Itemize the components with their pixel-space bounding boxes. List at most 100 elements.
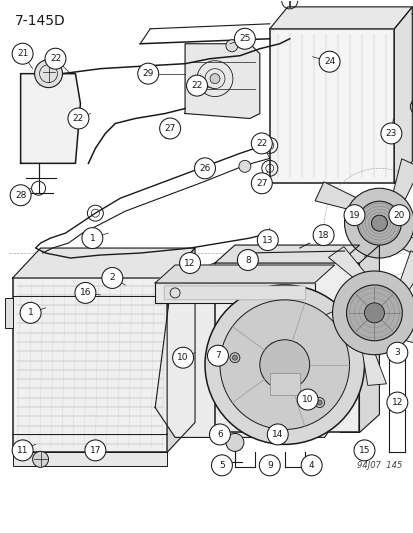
Polygon shape [269,7,411,29]
Circle shape [225,433,243,451]
Text: 28: 28 [15,191,26,200]
Text: 9: 9 [266,461,272,470]
Text: 29: 29 [142,69,154,78]
Text: 7: 7 [215,351,220,360]
Polygon shape [358,245,378,432]
Text: 1: 1 [28,309,33,317]
Text: 4: 4 [308,461,314,470]
Circle shape [344,188,413,258]
Text: 5: 5 [218,461,224,470]
Circle shape [259,455,280,476]
FancyBboxPatch shape [269,373,299,394]
Text: 13: 13 [261,236,273,245]
Polygon shape [337,236,368,287]
Circle shape [194,158,215,179]
Polygon shape [302,306,347,343]
Circle shape [363,303,384,323]
Circle shape [297,389,317,410]
Text: 14: 14 [271,430,283,439]
Circle shape [357,201,400,245]
Circle shape [20,302,41,324]
Circle shape [209,74,219,84]
Circle shape [237,249,258,270]
Text: 7-145D: 7-145D [14,14,65,28]
Circle shape [312,224,333,246]
Polygon shape [399,205,413,232]
Circle shape [300,455,321,476]
Text: 24: 24 [323,57,335,66]
Circle shape [251,173,272,193]
Text: 25: 25 [239,34,250,43]
Circle shape [85,440,106,461]
Text: 19: 19 [348,211,359,220]
Circle shape [332,271,413,354]
Circle shape [380,123,401,144]
Circle shape [232,355,237,360]
Text: 12: 12 [184,259,195,268]
Circle shape [159,118,180,139]
Circle shape [12,43,33,64]
Polygon shape [21,74,80,163]
Text: 10: 10 [177,353,188,362]
Text: 22: 22 [191,81,202,90]
FancyBboxPatch shape [164,286,305,300]
Circle shape [102,268,123,288]
FancyBboxPatch shape [155,283,314,303]
Polygon shape [359,338,386,385]
FancyBboxPatch shape [13,453,167,466]
Text: 3: 3 [394,348,399,357]
Circle shape [346,285,401,341]
Circle shape [234,28,255,49]
Circle shape [219,300,349,430]
Circle shape [251,133,272,154]
Polygon shape [185,44,259,118]
Text: 94J07  145: 94J07 145 [356,462,401,470]
Polygon shape [13,248,195,278]
Text: 20: 20 [393,211,404,220]
Polygon shape [389,159,413,210]
Text: 8: 8 [244,255,250,264]
Circle shape [209,424,230,445]
Circle shape [186,75,207,96]
Text: 22: 22 [73,114,84,123]
Text: 21: 21 [17,49,28,58]
Circle shape [353,440,374,461]
Circle shape [45,48,66,69]
Text: 26: 26 [199,164,210,173]
FancyBboxPatch shape [167,298,175,328]
Text: 17: 17 [89,446,101,455]
Text: 2: 2 [109,273,115,282]
FancyBboxPatch shape [269,29,394,183]
Circle shape [138,63,158,84]
Circle shape [229,353,239,362]
Circle shape [172,347,193,368]
Text: 18: 18 [317,231,329,240]
Polygon shape [314,182,366,213]
Circle shape [225,40,237,52]
Circle shape [68,108,89,129]
Circle shape [259,340,309,390]
Text: MOPAR: MOPAR [275,357,294,362]
Polygon shape [214,245,358,263]
Circle shape [207,345,228,366]
Circle shape [314,398,324,408]
Text: 16: 16 [79,288,91,297]
Circle shape [75,282,96,303]
Polygon shape [394,251,413,302]
Text: 10: 10 [301,395,313,404]
Text: 27: 27 [256,179,267,188]
Polygon shape [328,247,373,288]
Polygon shape [392,328,413,350]
Circle shape [386,342,407,363]
Circle shape [388,205,409,225]
Polygon shape [394,7,411,183]
Circle shape [12,440,33,461]
FancyBboxPatch shape [214,263,358,432]
Text: 15: 15 [358,446,369,455]
Text: 11: 11 [17,446,28,455]
Circle shape [204,285,363,445]
Polygon shape [155,293,344,438]
FancyBboxPatch shape [5,298,13,328]
Circle shape [238,160,250,172]
FancyBboxPatch shape [13,278,167,453]
